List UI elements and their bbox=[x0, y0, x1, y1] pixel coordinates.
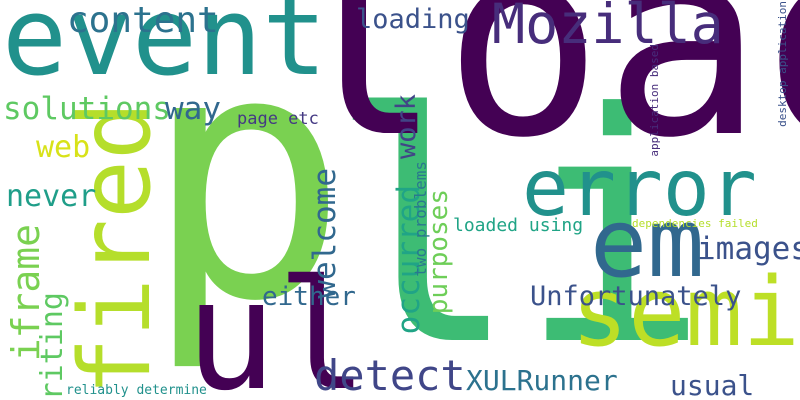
word-welcome: welcome bbox=[307, 168, 343, 299]
word-dependencies-failed: dependencies failed bbox=[632, 217, 758, 230]
word-error: error bbox=[522, 144, 757, 234]
word-ul: ul bbox=[185, 247, 369, 400]
word-usual: usual bbox=[670, 369, 755, 400]
word-semi: semi bbox=[571, 258, 800, 368]
word-content: content bbox=[67, 0, 219, 41]
word-mozilla: Mozilla bbox=[492, 0, 724, 56]
word-purposes: purposes bbox=[424, 189, 454, 315]
word-unfortunately: Unfortunately bbox=[530, 281, 742, 312]
word-xulrunner: XULRunner bbox=[466, 364, 618, 397]
word-reliably-determine: reliably determine bbox=[66, 383, 207, 398]
word-load: load bbox=[283, 0, 800, 196]
word-em: em bbox=[590, 189, 705, 299]
word-never: never bbox=[6, 179, 97, 214]
word-loading: loading bbox=[356, 4, 470, 35]
word-web: web bbox=[36, 130, 91, 165]
word-work: work bbox=[391, 94, 422, 160]
word-application-based: application based bbox=[648, 44, 661, 157]
word-desktop-application: desktop application bbox=[776, 1, 789, 127]
word-images: images bbox=[697, 231, 800, 267]
word-p: p bbox=[143, 0, 349, 376]
word-li: li bbox=[328, 46, 710, 400]
word-way: way bbox=[165, 91, 221, 127]
word-loaded-using: loaded using bbox=[453, 215, 584, 236]
word-detect: detect bbox=[314, 351, 466, 400]
word-page-etc: page etc bbox=[237, 109, 319, 129]
word-writing: writing bbox=[35, 292, 70, 400]
word-event: event bbox=[2, 0, 328, 100]
word-either: either bbox=[262, 282, 356, 312]
word-solutions: solutions bbox=[3, 91, 171, 127]
